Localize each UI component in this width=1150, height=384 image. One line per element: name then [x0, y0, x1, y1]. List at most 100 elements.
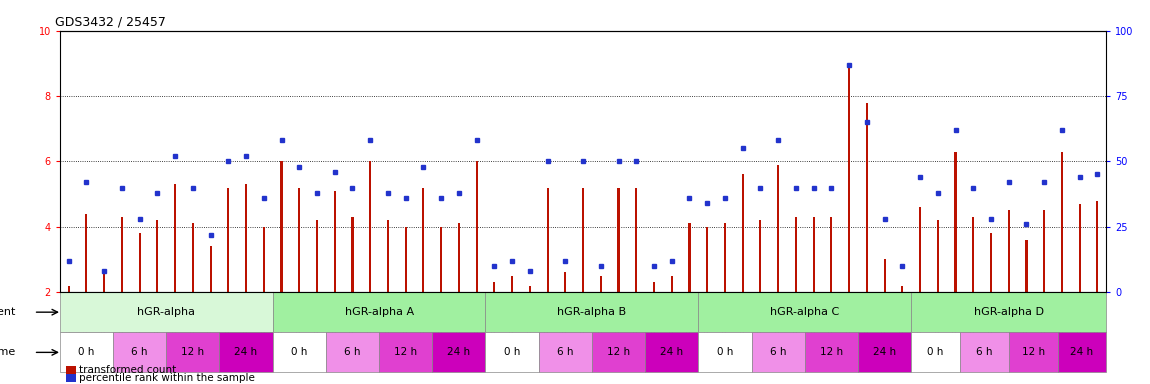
- Text: 24 h: 24 h: [235, 348, 258, 358]
- Bar: [209, 246, 212, 292]
- Bar: [334, 191, 336, 292]
- Bar: [1058, 332, 1106, 372]
- Bar: [458, 223, 460, 292]
- Bar: [902, 286, 904, 292]
- Bar: [405, 227, 407, 292]
- Bar: [174, 184, 176, 292]
- Text: 0 h: 0 h: [504, 348, 520, 358]
- Text: 12 h: 12 h: [394, 348, 417, 358]
- Bar: [386, 220, 389, 292]
- Text: 12 h: 12 h: [1021, 348, 1044, 358]
- Bar: [511, 276, 513, 292]
- Bar: [1007, 210, 1010, 292]
- Bar: [220, 332, 273, 372]
- Text: percentile rank within the sample: percentile rank within the sample: [79, 373, 255, 383]
- Text: hGR-alpha: hGR-alpha: [137, 307, 196, 317]
- Bar: [476, 161, 477, 292]
- Text: hGR-alpha C: hGR-alpha C: [770, 307, 839, 317]
- Text: 0 h: 0 h: [927, 348, 944, 358]
- Bar: [316, 220, 319, 292]
- Bar: [546, 187, 549, 292]
- Text: 0 h: 0 h: [78, 348, 94, 358]
- Bar: [830, 217, 833, 292]
- Bar: [440, 227, 443, 292]
- Bar: [635, 187, 637, 292]
- Bar: [273, 332, 325, 372]
- Bar: [858, 332, 911, 372]
- Bar: [795, 217, 797, 292]
- Text: 0 h: 0 h: [716, 348, 734, 358]
- Bar: [592, 332, 645, 372]
- Bar: [670, 276, 673, 292]
- Bar: [1061, 152, 1063, 292]
- Bar: [990, 233, 992, 292]
- Bar: [60, 332, 113, 372]
- Text: 24 h: 24 h: [873, 348, 896, 358]
- Bar: [493, 282, 496, 292]
- Text: GDS3432 / 25457: GDS3432 / 25457: [54, 15, 166, 28]
- Bar: [281, 161, 283, 292]
- Bar: [883, 260, 886, 292]
- Bar: [352, 217, 353, 292]
- Bar: [113, 332, 167, 372]
- Bar: [228, 187, 229, 292]
- Bar: [698, 332, 752, 372]
- Bar: [742, 174, 744, 292]
- Bar: [138, 233, 140, 292]
- Bar: [104, 273, 105, 292]
- Text: 12 h: 12 h: [182, 348, 205, 358]
- Bar: [273, 292, 485, 332]
- Bar: [1043, 210, 1045, 292]
- Text: 6 h: 6 h: [557, 348, 574, 358]
- Text: hGR-alpha B: hGR-alpha B: [558, 307, 627, 317]
- Bar: [485, 292, 698, 332]
- Bar: [599, 276, 601, 292]
- Text: agent: agent: [0, 307, 16, 317]
- Bar: [759, 220, 761, 292]
- Bar: [60, 292, 273, 332]
- Text: 12 h: 12 h: [820, 348, 843, 358]
- Bar: [121, 217, 123, 292]
- Bar: [68, 286, 70, 292]
- Bar: [529, 286, 531, 292]
- Bar: [582, 187, 584, 292]
- Bar: [866, 103, 868, 292]
- Bar: [156, 220, 159, 292]
- Bar: [192, 223, 194, 292]
- Text: 6 h: 6 h: [344, 348, 361, 358]
- Text: 24 h: 24 h: [447, 348, 470, 358]
- Bar: [848, 63, 850, 292]
- Bar: [262, 227, 264, 292]
- Text: 12 h: 12 h: [607, 348, 630, 358]
- Bar: [538, 332, 592, 372]
- Bar: [972, 217, 974, 292]
- Bar: [805, 332, 858, 372]
- Bar: [752, 332, 805, 372]
- Bar: [369, 161, 371, 292]
- Bar: [960, 332, 1009, 372]
- Text: 24 h: 24 h: [1071, 348, 1094, 358]
- Text: 24 h: 24 h: [660, 348, 683, 358]
- Bar: [653, 282, 655, 292]
- Text: 0 h: 0 h: [291, 348, 307, 358]
- Bar: [422, 187, 424, 292]
- Bar: [937, 220, 938, 292]
- Text: hGR-alpha A: hGR-alpha A: [345, 307, 414, 317]
- Bar: [1009, 332, 1058, 372]
- Bar: [432, 332, 485, 372]
- Bar: [1026, 240, 1028, 292]
- Bar: [380, 332, 432, 372]
- Bar: [85, 214, 87, 292]
- Bar: [298, 187, 300, 292]
- Bar: [245, 184, 247, 292]
- Bar: [954, 152, 957, 292]
- Text: 6 h: 6 h: [769, 348, 787, 358]
- Text: time: time: [0, 348, 16, 358]
- Bar: [706, 227, 708, 292]
- Bar: [1079, 204, 1081, 292]
- Bar: [618, 187, 620, 292]
- Text: hGR-alpha D: hGR-alpha D: [974, 307, 1044, 317]
- Text: 6 h: 6 h: [976, 348, 992, 358]
- Bar: [565, 273, 567, 292]
- Bar: [813, 217, 814, 292]
